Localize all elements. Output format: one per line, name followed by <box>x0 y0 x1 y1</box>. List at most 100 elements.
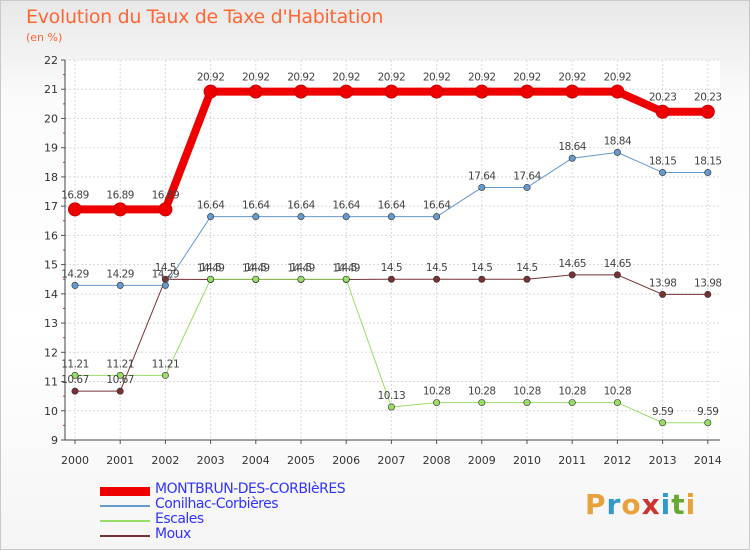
data-label: 14.5 <box>336 262 357 274</box>
data-label: 13.98 <box>694 277 722 289</box>
data-point <box>252 275 260 283</box>
x-tick-label: 2001 <box>106 454 134 467</box>
y-tick-label: 9 <box>51 434 58 447</box>
proxiti-logo: Proxiti <box>585 488 696 521</box>
data-point <box>700 104 715 119</box>
logo-letter: P <box>585 488 607 521</box>
data-label: 10.13 <box>378 390 406 402</box>
data-point <box>704 419 712 427</box>
data-point <box>158 202 173 217</box>
data-label: 18.15 <box>649 156 677 168</box>
data-label: 13.98 <box>649 277 677 289</box>
data-point <box>71 281 79 289</box>
data-point <box>252 213 260 221</box>
data-label: 10.28 <box>558 386 586 398</box>
x-tick-label: 2010 <box>513 454 541 467</box>
data-point <box>613 399 621 407</box>
data-label: 11.21 <box>61 358 89 370</box>
data-label: 14.65 <box>558 258 586 270</box>
data-point <box>384 84 399 99</box>
legend-swatch <box>100 486 150 496</box>
data-label: 16.64 <box>378 200 406 212</box>
data-point <box>113 202 128 217</box>
x-tick-label: 2000 <box>61 454 89 467</box>
data-label: 20.92 <box>197 72 225 84</box>
legend-swatch <box>100 505 150 507</box>
data-point <box>207 275 215 283</box>
legend-label: Escales <box>155 511 204 527</box>
legend-swatch <box>100 535 150 537</box>
data-label: 17.64 <box>468 170 496 182</box>
data-label: 20.92 <box>513 72 541 84</box>
data-point <box>568 271 576 279</box>
data-label: 14.5 <box>516 262 537 274</box>
x-tick-label: 2007 <box>377 454 405 467</box>
data-label: 14.5 <box>200 262 221 274</box>
data-point <box>478 275 486 283</box>
data-point <box>474 84 489 99</box>
legend-label: Conilhac-Corbières <box>155 496 279 512</box>
data-label: 10.28 <box>513 386 541 398</box>
logo-letter: r <box>606 488 622 521</box>
data-point <box>161 281 169 289</box>
data-point <box>433 399 441 407</box>
y-tick-label: 17 <box>44 200 58 213</box>
data-point <box>429 84 444 99</box>
data-label: 20.92 <box>604 72 632 84</box>
y-tick-label: 10 <box>44 405 58 418</box>
y-tick-label: 16 <box>44 229 58 242</box>
data-label: 20.92 <box>287 72 315 84</box>
y-tick-label: 20 <box>44 112 58 125</box>
data-point <box>433 275 441 283</box>
data-point <box>704 290 712 298</box>
data-label: 16.64 <box>332 200 360 212</box>
data-label: 16.64 <box>287 200 315 212</box>
data-point <box>116 387 124 395</box>
legend-label: Moux <box>155 526 191 542</box>
data-point <box>71 371 79 379</box>
data-label: 20.92 <box>468 72 496 84</box>
data-label: 16.64 <box>423 200 451 212</box>
data-label: 20.23 <box>649 92 677 104</box>
data-point <box>339 84 354 99</box>
logo-letter: x <box>641 488 661 521</box>
data-point <box>523 183 531 191</box>
data-label: 16.64 <box>242 200 270 212</box>
logo-letter: t <box>671 488 686 521</box>
data-label: 10.28 <box>423 386 451 398</box>
y-tick-label: 13 <box>44 317 58 330</box>
data-label: 14.49 <box>287 263 315 275</box>
y-tick-label: 14 <box>44 288 58 301</box>
x-tick-label: 2005 <box>287 454 315 467</box>
data-point <box>478 183 486 191</box>
y-tick-label: 11 <box>44 376 58 389</box>
data-label: 14.49 <box>242 263 270 275</box>
data-point <box>387 403 395 411</box>
data-label: 9.59 <box>652 406 673 418</box>
data-label: 14.29 <box>152 268 180 280</box>
x-tick-label: 2004 <box>242 454 270 467</box>
data-point <box>565 84 580 99</box>
data-label: 14.5 <box>381 262 402 274</box>
data-point <box>433 213 441 221</box>
x-tick-label: 2009 <box>468 454 496 467</box>
legend-label: MONTBRUN-DES-CORBIèRES <box>155 481 346 497</box>
y-tick-label: 21 <box>44 83 58 96</box>
data-label: 14.5 <box>471 262 492 274</box>
data-label: 14.65 <box>604 258 632 270</box>
data-label: 16.89 <box>152 189 180 201</box>
data-label: 10.28 <box>604 386 632 398</box>
data-label: 10.67 <box>106 374 134 386</box>
logo-letter: i <box>660 488 672 521</box>
data-label: 18.84 <box>604 135 632 147</box>
data-point <box>659 169 667 177</box>
data-point <box>387 275 395 283</box>
data-label: 18.15 <box>694 156 722 168</box>
y-tick-label: 15 <box>44 259 58 272</box>
legend-swatch <box>100 520 150 522</box>
data-point <box>297 213 305 221</box>
series-2 <box>71 275 712 427</box>
x-tick-label: 2003 <box>197 454 225 467</box>
series-0 <box>68 84 715 217</box>
